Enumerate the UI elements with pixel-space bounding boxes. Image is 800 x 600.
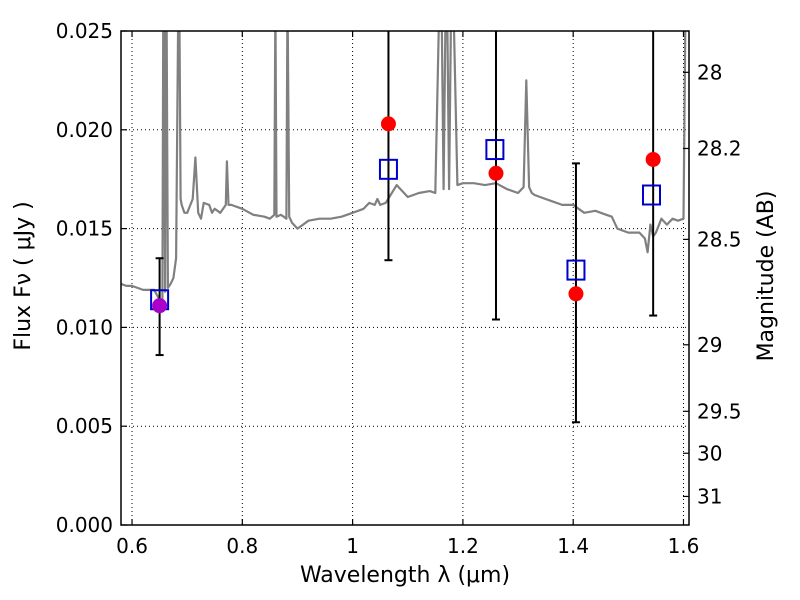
y-tick-label: 0.025: [56, 19, 113, 43]
model-point: [485, 139, 505, 161]
x-tick-label: 1: [346, 534, 359, 558]
observed-point: [152, 298, 168, 314]
y-tick-label: 0.005: [56, 414, 113, 438]
y-tick-label: 0.020: [56, 118, 113, 142]
y-axis-label: Flux Fν ( μJy ): [11, 201, 36, 350]
right-tick-label: 30: [697, 441, 722, 465]
observed-point: [645, 151, 661, 167]
observed-points-layer: [152, 116, 661, 314]
observed-point: [568, 286, 584, 302]
right-tick-label: 31: [697, 484, 722, 508]
right-axis-label: Magnitude (AB): [754, 191, 779, 362]
x-tick-label: 1.6: [668, 534, 700, 558]
model-point: [378, 158, 398, 180]
x-tick-label: 1.2: [447, 534, 479, 558]
x-tick-label: 0.8: [226, 534, 258, 558]
x-axis-label: Wavelength λ (μm): [300, 563, 510, 588]
observed-point: [380, 116, 396, 132]
model-point: [566, 259, 586, 281]
spectrum-layer: [121, 31, 687, 303]
axis-tick-labels: 0.6 0.8 1 1.2 1.4 1.6 0.000 0.005 0.010 0.015 0.02…: [56, 19, 742, 558]
spectrum-line: [121, 31, 687, 303]
x-tick-label: 0.6: [116, 534, 148, 558]
right-tick-label: 28.5: [697, 227, 742, 251]
y-tick-label: 0.015: [56, 217, 113, 241]
right-tick-label: 29.5: [697, 399, 742, 423]
x-tick-label: 1.4: [557, 534, 589, 558]
y-tick-label: 0.000: [56, 513, 113, 537]
axis-ticks: [121, 30, 689, 526]
model-point: [642, 184, 662, 206]
right-tick-label: 28.2: [697, 136, 742, 160]
right-tick-label: 29: [697, 333, 722, 357]
grid-lines: [121, 31, 689, 525]
right-tick-label: 28: [697, 60, 722, 84]
observed-point: [488, 165, 504, 181]
plot-frame: [120, 30, 690, 526]
y-tick-label: 0.010: [56, 315, 113, 339]
